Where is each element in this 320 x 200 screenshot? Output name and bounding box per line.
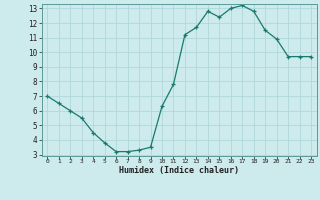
X-axis label: Humidex (Indice chaleur): Humidex (Indice chaleur) <box>119 166 239 175</box>
